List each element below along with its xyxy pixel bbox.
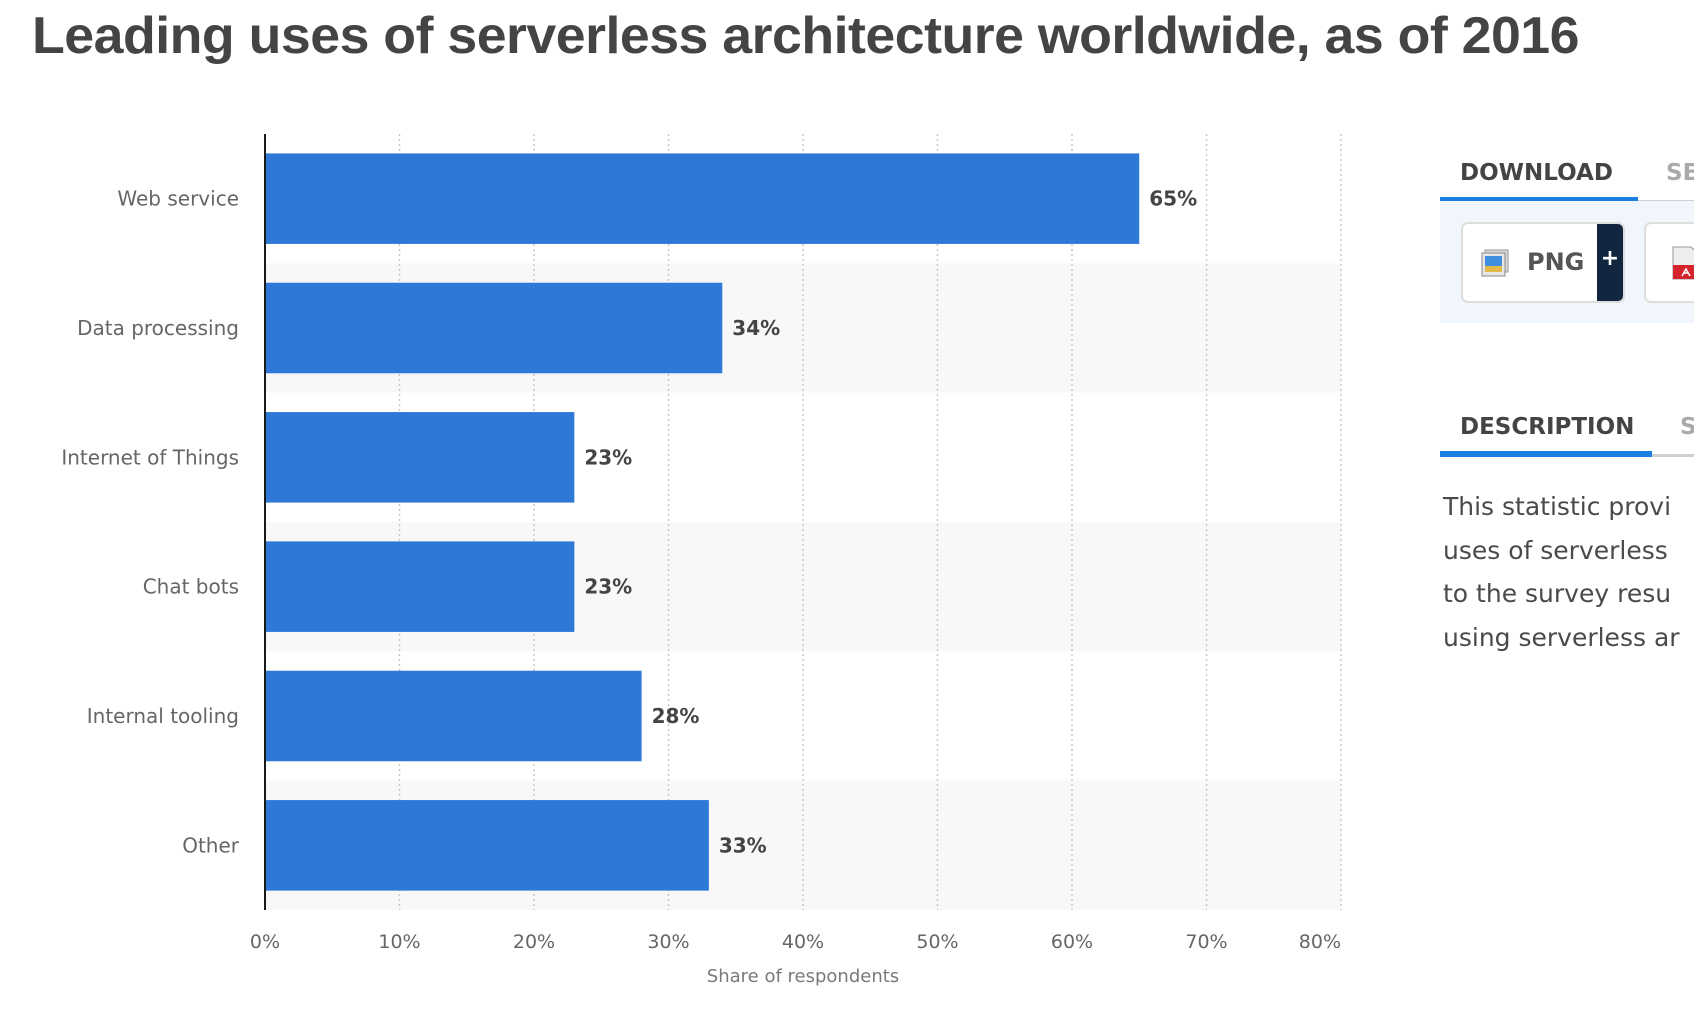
category-labels: Web service Data processing Internet of Th…: [61, 187, 239, 858]
bar: [265, 153, 1140, 244]
plus-icon[interactable]: +: [1597, 224, 1623, 301]
description-text: This statistic provi uses of serverless …: [1443, 485, 1694, 659]
description-line: This statistic provi: [1443, 492, 1672, 521]
download-png-button[interactable]: PNG +: [1461, 222, 1625, 303]
tab-source-label: S: [1680, 414, 1694, 440]
chart-title: Leading uses of serverless architecture …: [32, 7, 1580, 65]
data-label: 34%: [732, 316, 780, 340]
download-pdf-button[interactable]: [1644, 222, 1694, 303]
category-label: Data processing: [77, 316, 239, 340]
category-label: Internet of Things: [61, 445, 239, 469]
x-tick-label: 10%: [378, 931, 420, 953]
data-label: 33%: [719, 833, 767, 857]
data-labels: 65% 34% 23% 23% 28% 33%: [584, 187, 1197, 858]
tab-download[interactable]: DOWNLOAD: [1440, 147, 1638, 203]
data-label: 23%: [584, 445, 632, 469]
category-label: Other: [182, 833, 240, 857]
png-label: PNG: [1527, 248, 1585, 276]
category-label: Chat bots: [143, 575, 239, 599]
bar: [265, 670, 642, 762]
description-line: uses of serverless: [1443, 535, 1668, 565]
tab-download-label: DOWNLOAD: [1460, 160, 1613, 186]
tab-share-label: SE: [1666, 160, 1694, 186]
pdf-file-icon: [1672, 246, 1694, 280]
x-tick-label: 80%: [1299, 931, 1341, 953]
side-panel: DOWNLOAD SE PNG + DESCRIPTION: [1440, 0, 1694, 1026]
info-tabs: DESCRIPTION S: [1440, 394, 1694, 457]
tab-share[interactable]: SE: [1646, 147, 1694, 203]
data-label: 28%: [652, 704, 700, 728]
data-label: 65%: [1149, 187, 1197, 211]
download-tabs: DOWNLOAD SE: [1440, 140, 1694, 203]
bar: [265, 412, 575, 503]
bar: [265, 282, 723, 374]
data-label: 23%: [584, 575, 632, 599]
download-options: PNG +: [1440, 201, 1694, 323]
bars: [265, 153, 1140, 891]
description-line: to the survey resu: [1443, 579, 1672, 608]
category-label: Web service: [117, 187, 239, 211]
x-tick-label: 70%: [1185, 931, 1227, 953]
bar: [265, 541, 575, 632]
x-tick-label: 50%: [916, 931, 958, 953]
bar: [265, 800, 709, 891]
x-tick-labels: 0% 10% 20% 30% 40% 50% 60% 70% 80%: [250, 931, 1341, 953]
x-axis-title: Share of respondents: [707, 966, 899, 987]
x-tick-label: 20%: [513, 931, 555, 953]
gridlines: [398, 134, 1342, 910]
tab-description[interactable]: DESCRIPTION: [1440, 401, 1652, 457]
tab-description-label: DESCRIPTION: [1460, 414, 1635, 440]
description-line: using serverless ar: [1443, 622, 1680, 652]
bar-chart: Web service Data processing Internet of Th…: [61, 134, 1342, 987]
x-tick-label: 30%: [647, 931, 689, 953]
image-file-icon: [1481, 249, 1509, 277]
x-tick-label: 60%: [1051, 931, 1093, 953]
x-tick-label: 0%: [250, 931, 280, 953]
tab-source[interactable]: S: [1660, 401, 1694, 457]
category-label: Internal tooling: [87, 704, 239, 728]
x-tick-label: 40%: [782, 931, 824, 953]
